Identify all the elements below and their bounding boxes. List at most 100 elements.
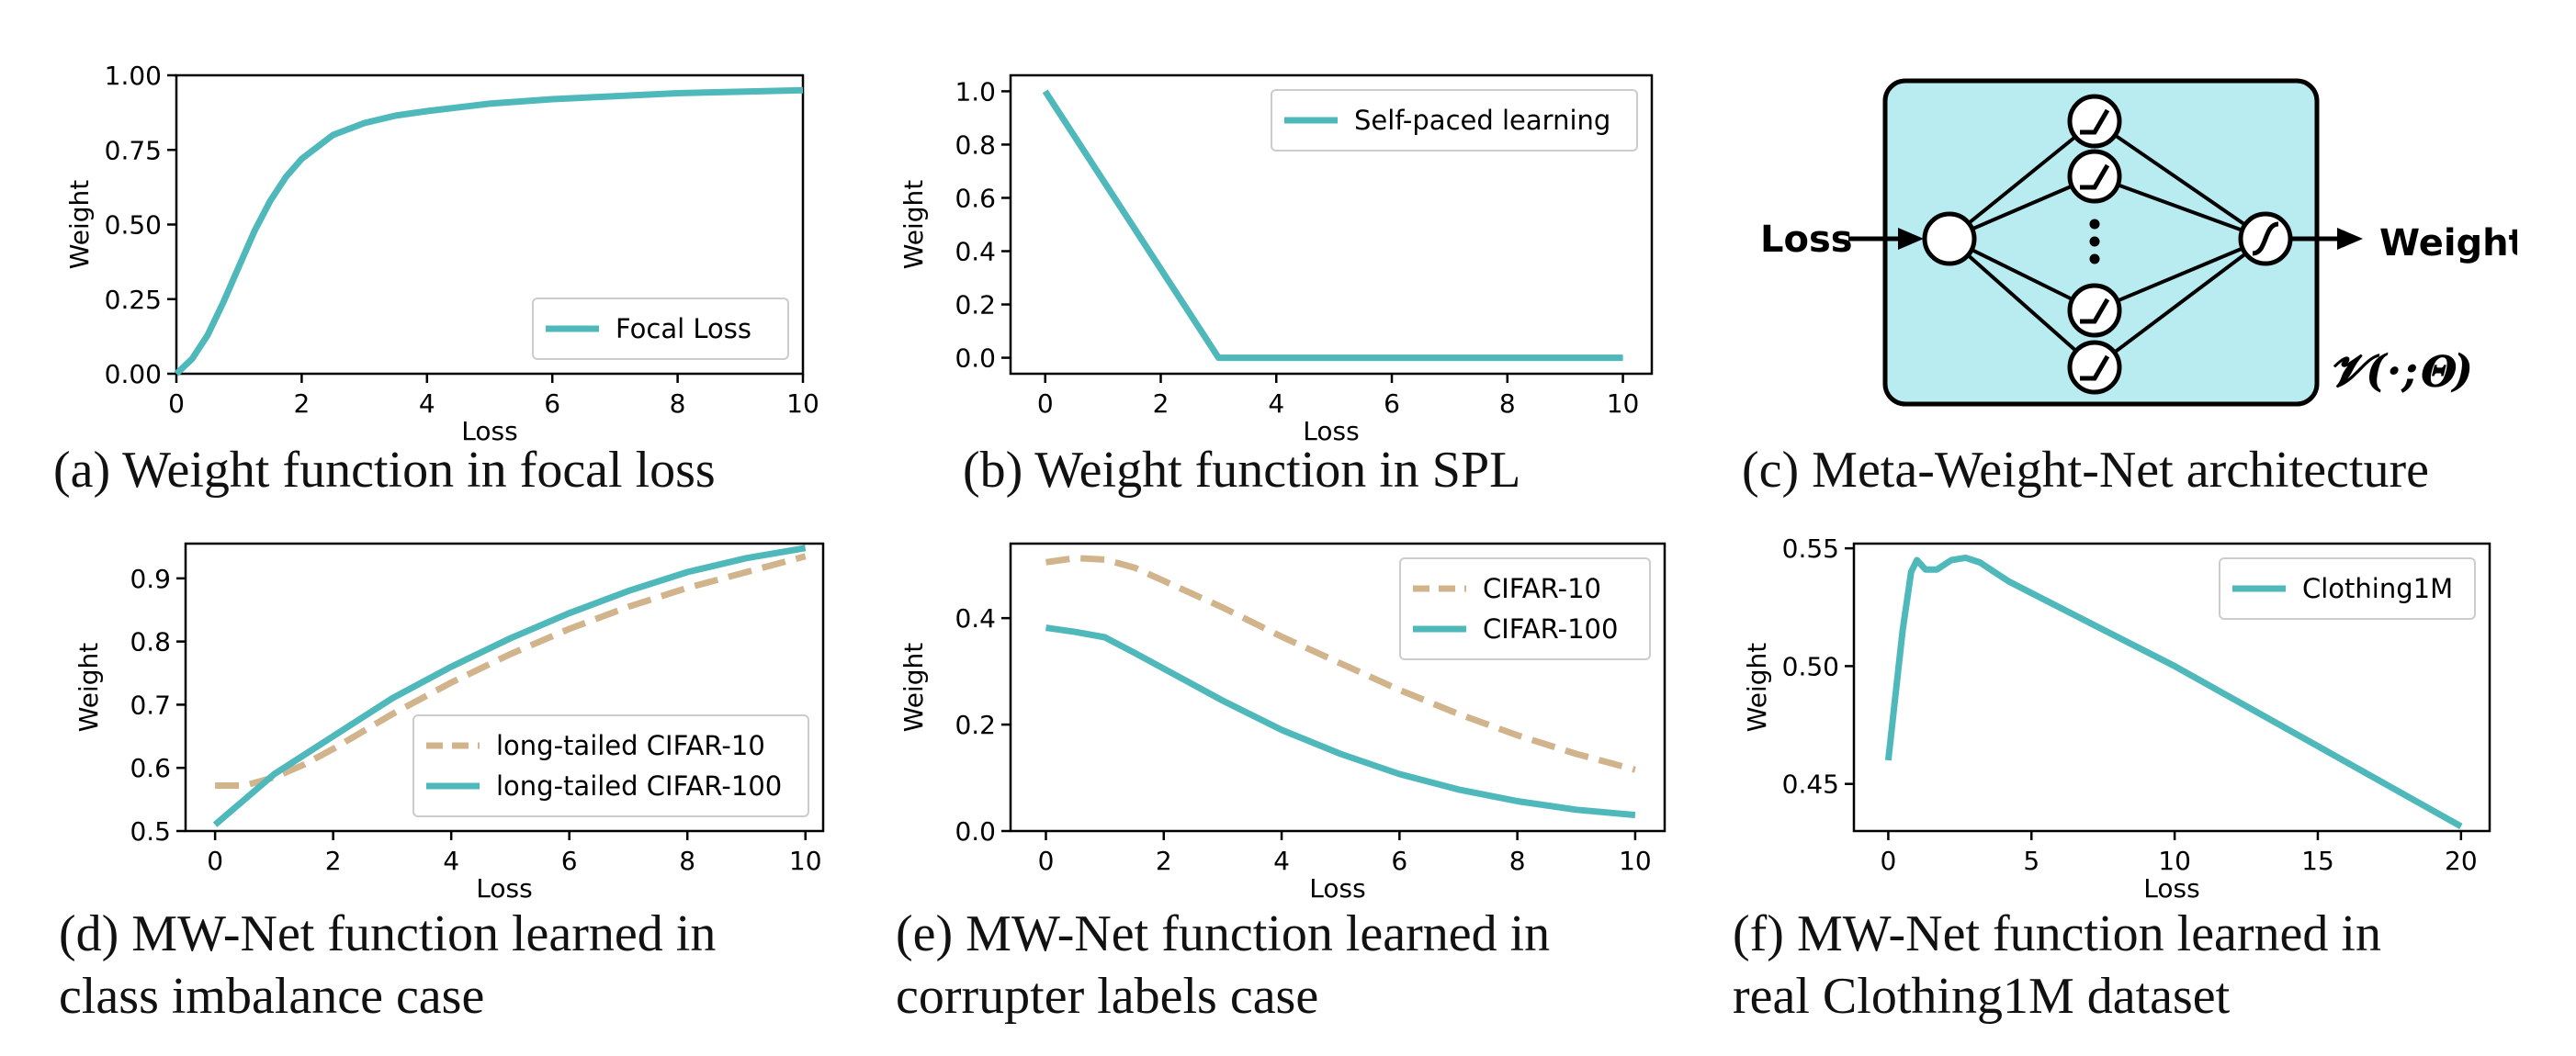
relu-icon: [2067, 340, 2122, 395]
x-tick-label: 15: [2301, 846, 2334, 876]
x-tick-label: 6: [544, 388, 560, 419]
x-tick-label: 10: [786, 388, 819, 419]
y-tick-label: 0.2: [955, 710, 996, 740]
series-line-0: [1045, 555, 1636, 773]
y-tick-label: 0.4: [955, 237, 996, 267]
series-line-0: [1042, 89, 1623, 362]
meta-weight-net-diagram: Loss Weight: [1760, 78, 2517, 407]
x-tick-label: 4: [1273, 846, 1290, 876]
series-line-1: [212, 545, 807, 827]
y-tick-label: 0.45: [1782, 770, 1839, 800]
x-tick-label: 4: [443, 846, 459, 876]
x-tick-label: 0: [1038, 846, 1055, 876]
x-axis-label: Loss: [1303, 416, 1359, 446]
y-axis-label: Weight: [1742, 643, 1772, 733]
network-box: [1882, 78, 2320, 407]
x-axis-label: Loss: [476, 873, 532, 904]
input-node: [1922, 211, 1977, 266]
relu-icon: [2067, 283, 2122, 338]
y-tick-label: 0.0: [955, 816, 996, 847]
x-tick-label: 10: [789, 846, 822, 876]
caption-b: (b) Weight function in SPL: [963, 442, 1521, 499]
plot-frame: [1009, 542, 1666, 833]
plot-frame: [1852, 542, 2491, 833]
x-tick-label: 5: [2023, 846, 2039, 876]
y-tick-label: 0.8: [130, 627, 171, 657]
legend-entry: long-tailed CIFAR-10: [496, 730, 765, 761]
x-tick-label: 8: [679, 846, 695, 876]
relu-icon: [2067, 94, 2122, 149]
x-tick-label: 10: [2158, 846, 2191, 876]
x-axis-label: Loss: [2143, 873, 2199, 904]
x-tick-label: 2: [1153, 388, 1169, 419]
y-tick-label: 0.9: [130, 564, 171, 594]
caption-e-line1: (e) MW-Net function learned in: [896, 905, 1551, 962]
vertical-ellipsis-icon: [2089, 219, 2100, 264]
legend-entry: Clothing1M: [2302, 573, 2453, 604]
output-arrow: [2290, 228, 2363, 250]
x-axis-label: Loss: [1309, 873, 1365, 904]
legend-entry: CIFAR-10: [1483, 573, 1601, 604]
legend-entry: long-tailed CIFAR-100: [496, 770, 782, 802]
caption-e-line2: corrupter labels case: [896, 968, 1319, 1025]
y-axis-label: Weight: [64, 180, 95, 270]
x-tick-label: 10: [1619, 846, 1652, 876]
x-tick-label: 0: [1880, 846, 1896, 876]
legend-box: [2219, 557, 2476, 620]
x-tick-label: 4: [1268, 388, 1284, 419]
y-tick-label: 0.0: [955, 343, 996, 374]
chart-e: 0 2 4 6 8 10 0.0 0.2 0.4 Loss Weight CIFAR-10 CIFAR-…: [898, 542, 1666, 904]
x-tick-label: 0: [207, 846, 223, 876]
x-tick-label: 10: [1607, 388, 1640, 419]
y-tick-label: 0.8: [955, 129, 996, 160]
x-tick-label: 2: [293, 388, 310, 419]
y-tick-label: 0.6: [955, 183, 996, 213]
output-label: Weight: [2379, 222, 2517, 264]
series-line-0: [174, 86, 804, 376]
plot-frame: [184, 542, 825, 833]
x-tick-label: 6: [1391, 846, 1407, 876]
x-tick-label: 4: [419, 388, 435, 419]
x-tick-label: 6: [561, 846, 578, 876]
x-tick-label: 0: [168, 388, 185, 419]
y-tick-label: 1.00: [105, 61, 162, 91]
chart-d: 0 2 4 6 8 10 0.5 0.6 0.7 0.8 0.9 Loss Weight long-tai…: [73, 542, 825, 904]
input-arrow: [1848, 228, 1924, 250]
y-tick-label: 0.50: [1782, 651, 1839, 681]
legend-box: [1399, 557, 1651, 660]
chart-a: 0 2 4 6 8 10 0.00 0.25 0.50 0.75 1.00 Loss Weight Foc…: [64, 61, 819, 446]
legend-entry: CIFAR-100: [1483, 613, 1618, 645]
chart-b: 0 2 4 6 8 10 0.0 0.2 0.4 0.6 0.8 1.0 Loss Weight Self-…: [898, 73, 1654, 446]
formula: 𝓥(·;𝚯): [2329, 345, 2473, 397]
y-tick-label: 0.2: [955, 290, 996, 320]
legend-box: [532, 298, 789, 360]
y-tick-label: 0.7: [130, 690, 171, 720]
legend-box: [412, 714, 809, 817]
y-tick-label: 0.6: [130, 753, 171, 783]
input-label: Loss: [1760, 219, 1853, 261]
series-line-0: [215, 553, 807, 789]
x-tick-label: 2: [1156, 846, 1172, 876]
chart-f: 0 5 10 15 20 0.45 0.50 0.55 Loss Weight Clothing1M: [1742, 534, 2491, 904]
y-tick-label: 0.00: [105, 359, 162, 389]
relu-icon: [2067, 149, 2122, 204]
caption-c: (c) Meta-Weight-Net architecture: [1742, 442, 2429, 499]
y-tick-label: 0.50: [105, 210, 162, 241]
caption-d-line2: class imbalance case: [59, 968, 485, 1025]
legend-entry: Focal Loss: [616, 313, 751, 344]
y-tick-label: 0.25: [105, 285, 162, 315]
caption-a: (a) Weight function in focal loss: [53, 442, 716, 499]
y-axis-label: Weight: [898, 643, 929, 733]
caption-d-line1: (d) MW-Net function learned in: [59, 905, 717, 962]
legend-box: [1271, 89, 1638, 152]
x-tick-label: 8: [1499, 388, 1516, 419]
x-tick-label: 8: [670, 388, 686, 419]
y-tick-label: 0.75: [105, 135, 162, 165]
caption-f-line2: real Clothing1M dataset: [1733, 968, 2231, 1025]
legend-entry: Self-paced learning: [1354, 105, 1610, 136]
x-axis-label: Loss: [461, 416, 517, 446]
y-axis-label: Weight: [898, 180, 929, 270]
y-tick-label: 0.5: [130, 816, 171, 847]
x-tick-label: 6: [1384, 388, 1400, 419]
